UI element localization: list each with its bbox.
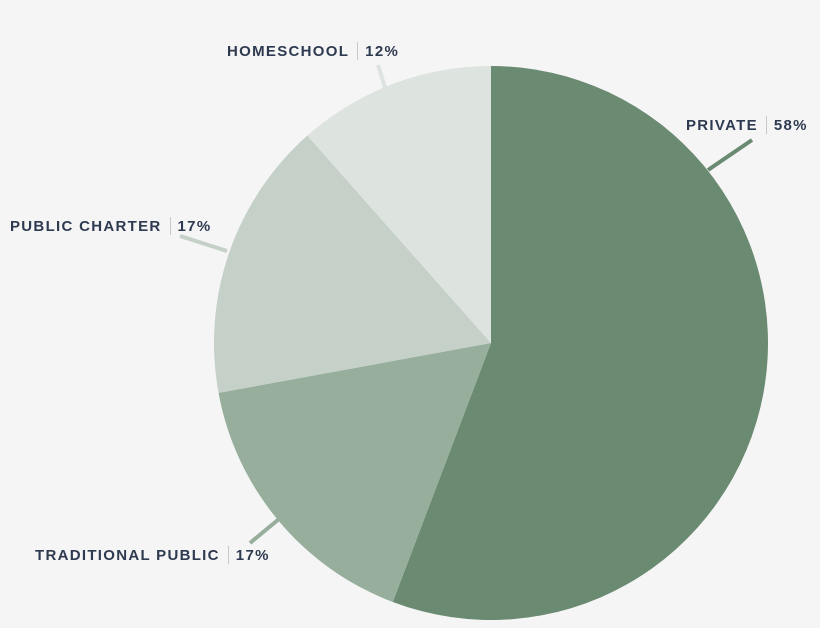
- leader-line: [706, 138, 754, 172]
- label-traditional-public-value: 17%: [235, 546, 270, 564]
- label-traditional-public: TRADITIONAL PUBLIC 17%: [35, 546, 270, 564]
- leader-line: [376, 64, 389, 95]
- leader-line: [248, 517, 281, 545]
- label-traditional-public-name: TRADITIONAL PUBLIC: [35, 546, 220, 564]
- label-separator: [169, 217, 171, 235]
- label-separator: [227, 546, 229, 564]
- label-homeschool: HOMESCHOOL 12%: [227, 42, 399, 60]
- label-private-name: PRIVATE: [686, 116, 758, 134]
- label-separator: [765, 116, 767, 134]
- pie-slice-traditional-public: [218, 343, 491, 602]
- label-separator: [357, 42, 359, 60]
- label-public-charter-name: PUBLIC CHARTER: [10, 217, 162, 235]
- label-private-value: 58%: [773, 116, 808, 134]
- pie-slice-homeschool: [307, 66, 491, 343]
- pie-slice-private: [392, 66, 769, 621]
- label-homeschool-name: HOMESCHOOL: [227, 42, 350, 60]
- label-public-charter: PUBLIC CHARTER 17%: [10, 217, 211, 235]
- leader-lines: [179, 64, 754, 545]
- leader-line: [179, 234, 228, 253]
- label-private: PRIVATE 58%: [686, 116, 808, 134]
- pie-slices: [214, 66, 769, 621]
- pie-slice-public-charter: [214, 135, 492, 393]
- label-homeschool-value: 12%: [365, 42, 400, 60]
- label-public-charter-value: 17%: [177, 217, 212, 235]
